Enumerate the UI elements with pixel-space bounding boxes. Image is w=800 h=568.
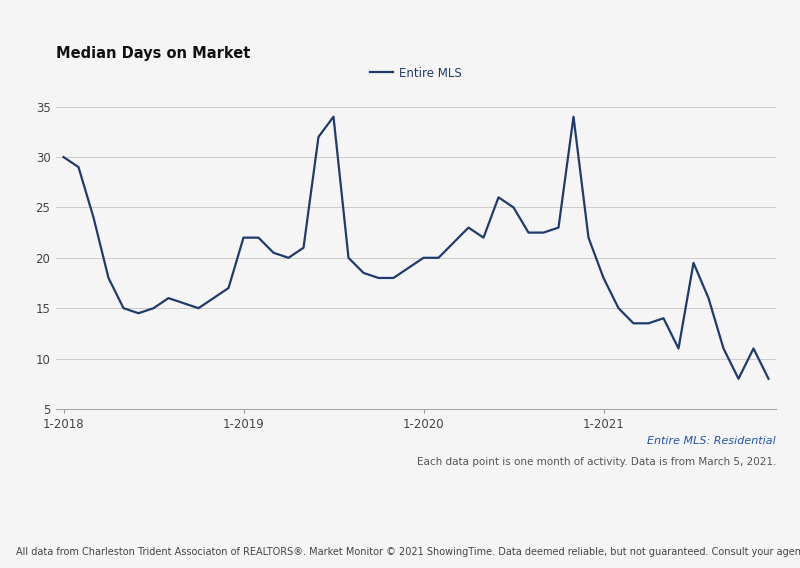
Entire MLS <box>178 300 188 307</box>
Entire MLS <box>658 315 668 321</box>
Entire MLS <box>418 254 428 261</box>
Entire MLS <box>298 244 308 251</box>
Entire MLS <box>254 234 263 241</box>
Entire MLS <box>554 224 563 231</box>
Entire MLS <box>104 274 114 281</box>
Entire MLS <box>374 274 383 281</box>
Entire MLS <box>238 234 248 241</box>
Entire MLS <box>764 375 774 382</box>
Entire MLS <box>314 133 323 140</box>
Legend: Entire MLS: Entire MLS <box>365 62 467 84</box>
Entire MLS <box>284 254 294 261</box>
Entire MLS <box>704 295 714 302</box>
Line: Entire MLS: Entire MLS <box>63 116 769 379</box>
Entire MLS <box>389 274 398 281</box>
Entire MLS <box>358 269 368 276</box>
Entire MLS <box>494 194 503 201</box>
Entire MLS <box>464 224 474 231</box>
Entire MLS <box>614 305 623 312</box>
Entire MLS <box>149 305 158 312</box>
Entire MLS <box>629 320 638 327</box>
Entire MLS <box>598 274 608 281</box>
Entire MLS <box>734 375 743 382</box>
Entire MLS <box>89 214 98 221</box>
Entire MLS <box>749 345 758 352</box>
Entire MLS <box>524 229 534 236</box>
Entire MLS <box>269 249 278 256</box>
Entire MLS <box>344 254 354 261</box>
Entire MLS <box>329 113 338 120</box>
Text: All data from Charleston Trident Associaton of REALTORS®. Market Monitor © 2021 : All data from Charleston Trident Associa… <box>16 546 800 557</box>
Entire MLS <box>509 204 518 211</box>
Entire MLS <box>434 254 443 261</box>
Entire MLS <box>74 164 83 170</box>
Entire MLS <box>644 320 654 327</box>
Entire MLS <box>58 153 68 160</box>
Entire MLS <box>224 285 234 291</box>
Entire MLS <box>118 305 128 312</box>
Entire MLS <box>538 229 548 236</box>
Text: Median Days on Market: Median Days on Market <box>56 45 250 61</box>
Entire MLS <box>478 234 488 241</box>
Entire MLS <box>569 113 578 120</box>
Entire MLS <box>449 239 458 246</box>
Entire MLS <box>209 295 218 302</box>
Entire MLS <box>134 310 143 316</box>
Entire MLS <box>674 345 683 352</box>
Text: Each data point is one month of activity. Data is from March 5, 2021.: Each data point is one month of activity… <box>417 457 776 467</box>
Entire MLS <box>194 305 203 312</box>
Entire MLS <box>164 295 174 302</box>
Entire MLS <box>718 345 728 352</box>
Entire MLS <box>404 265 414 272</box>
Entire MLS <box>584 234 594 241</box>
Entire MLS <box>689 260 698 266</box>
Text: Entire MLS: Residential: Entire MLS: Residential <box>647 436 776 446</box>
